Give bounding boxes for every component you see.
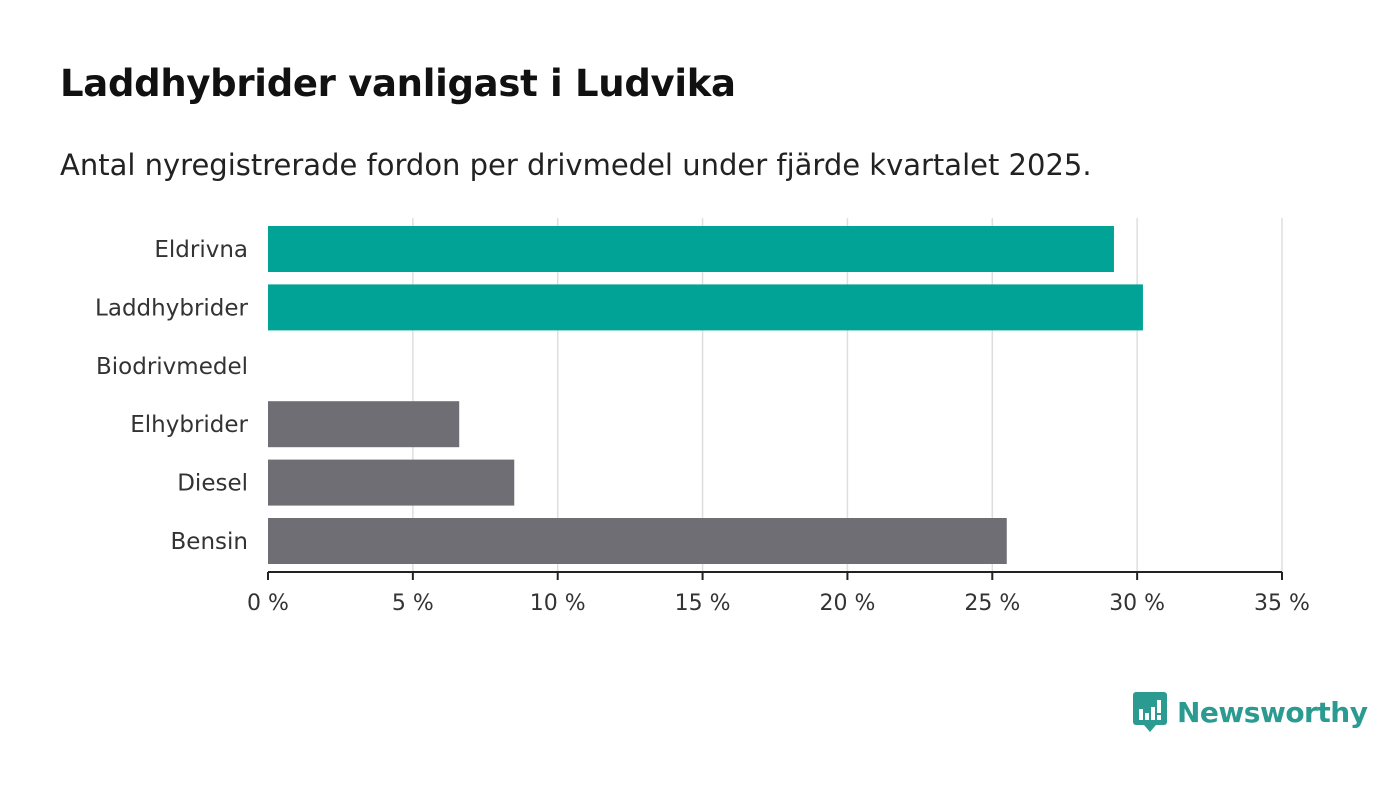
chart-title: Laddhybrider vanligast i Ludvika — [60, 62, 736, 105]
category-label: Bensin — [171, 529, 248, 555]
newsworthy-logo-icon — [1133, 692, 1167, 732]
bar-elhybrider — [268, 401, 460, 448]
x-axis: 0 % 5 % 10 % 15 % 20 % 25 % 30 % 35 % — [247, 571, 1310, 616]
category-label: Eldrivna — [154, 237, 248, 263]
x-tick-label: 10 % — [530, 591, 586, 616]
bar-diesel — [268, 459, 515, 506]
chart-subtitle: Antal nyregistrerade fordon per drivmede… — [60, 148, 1092, 182]
bar-bensin — [268, 518, 1007, 564]
x-tick-label: 5 % — [392, 591, 434, 616]
bar-eldrivna — [268, 226, 1114, 272]
x-tick-label: 30 % — [1109, 591, 1165, 616]
bars — [268, 226, 1143, 564]
category-label: Laddhybrider — [95, 295, 248, 321]
brand-logo: Newsworthy — [1133, 692, 1368, 732]
x-tick-label: 20 % — [819, 591, 875, 616]
brand-name: Newsworthy — [1177, 695, 1368, 729]
x-tick-label: 0 % — [247, 591, 289, 616]
category-label: Elhybrider — [130, 412, 248, 438]
category-labels: Eldrivna Laddhybrider Biodrivmedel Elhybrid… — [95, 237, 248, 555]
category-label: Biodrivmedel — [96, 354, 248, 380]
bar-laddhybrider — [268, 284, 1143, 331]
x-tick-label: 35 % — [1254, 591, 1310, 616]
grid-lines — [412, 218, 1283, 572]
x-tick-label: 15 % — [675, 591, 731, 616]
x-tick-label: 25 % — [964, 591, 1020, 616]
category-label: Diesel — [177, 471, 248, 497]
